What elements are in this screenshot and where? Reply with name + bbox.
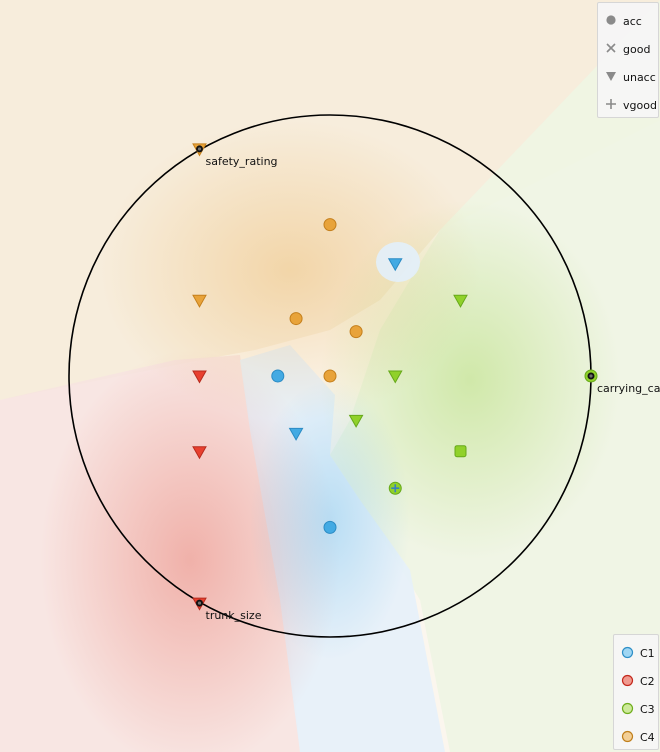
legend-label: C3: [640, 703, 655, 716]
legend-label: unacc: [623, 71, 656, 84]
data-point-c2-triangle[interactable]: [192, 446, 207, 460]
legend-label: C4: [640, 731, 655, 744]
legend-label: good: [623, 43, 651, 56]
cluster-swatch-icon: [621, 702, 634, 715]
legend-label: vgood: [623, 99, 657, 112]
legend-item-c4: C4: [614, 723, 658, 751]
x-cross-icon: [606, 43, 616, 53]
anchor-label-safety-rating: safety_rating: [206, 155, 278, 168]
legend-item-c3: C3: [614, 695, 658, 723]
anchor-point-center: [197, 147, 202, 151]
data-point-c4-circle[interactable]: [323, 218, 337, 232]
legend-item-c1: C1: [614, 639, 658, 667]
data-point-c3-triangle[interactable]: [348, 414, 364, 428]
anchor-label-carrying-cap: carrying_cap: [597, 382, 660, 395]
data-point-c2-triangle[interactable]: [192, 370, 207, 384]
legend-item-vgood: vgood: [598, 91, 658, 119]
data-point-c1-triangle[interactable]: [288, 427, 304, 441]
cluster-swatch-icon: [621, 730, 634, 743]
legend-item-unacc: unacc: [598, 63, 658, 91]
data-point-c4-circle[interactable]: [349, 325, 363, 339]
anchor-point-center: [197, 601, 202, 605]
circle-icon: [606, 15, 616, 25]
legend-item-good: good: [598, 35, 658, 63]
data-point-c4-circle[interactable]: [323, 369, 337, 383]
legend-item-acc: acc: [598, 7, 658, 35]
anchor-label-trunk-size: trunk_size: [206, 609, 262, 622]
data-point-c3-plus[interactable]: [388, 481, 402, 495]
data-point-c1-circle[interactable]: [323, 520, 337, 534]
triangle-down-icon: [606, 72, 616, 81]
cluster-swatch-icon: [621, 646, 634, 659]
data-point-c3-square[interactable]: [454, 445, 467, 458]
data-point-c3-triangle[interactable]: [453, 294, 468, 308]
data-point-c4-triangle[interactable]: [192, 294, 207, 308]
anchor-point-center: [589, 374, 593, 378]
data-point-c1-triangle[interactable]: [387, 258, 403, 272]
legend-label: C2: [640, 675, 655, 688]
legend-label: acc: [623, 15, 642, 28]
data-point-c3-triangle[interactable]: [387, 370, 403, 384]
legend-label: C1: [640, 647, 655, 660]
cluster-legend: C1 C2 C3 C4: [613, 634, 659, 750]
data-point-c4-circle[interactable]: [289, 312, 303, 326]
plus-icon: [606, 99, 616, 109]
legend-item-c2: C2: [614, 667, 658, 695]
data-point-c1-circle[interactable]: [271, 369, 285, 383]
shape-legend: acc good unacc vgood: [597, 2, 659, 118]
cluster-swatch-icon: [621, 674, 634, 687]
